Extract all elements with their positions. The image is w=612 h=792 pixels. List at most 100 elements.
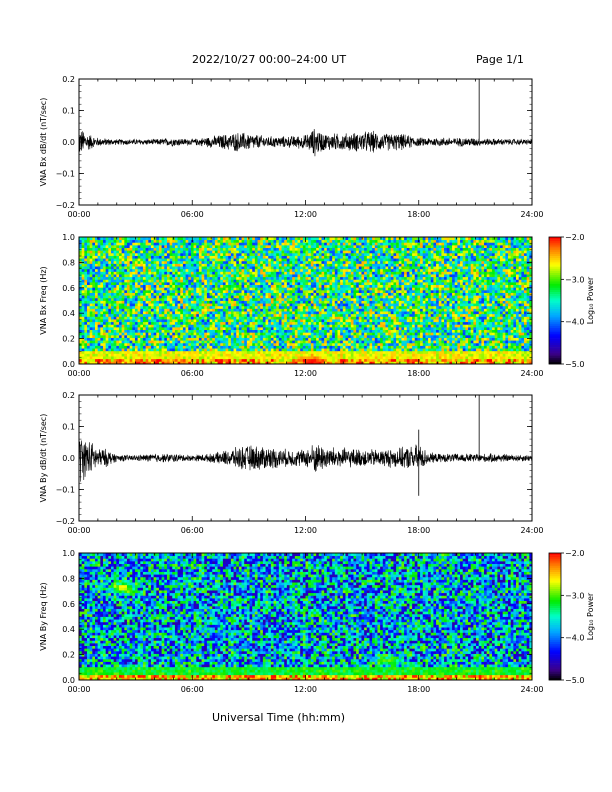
heatmap-cell: [236, 287, 240, 291]
heatmap-cell: [292, 356, 296, 360]
heatmap-cell: [246, 337, 250, 341]
heatmap-cell: [222, 334, 226, 338]
heatmap-cell: [468, 353, 472, 357]
heatmap-cell: [182, 297, 186, 301]
heatmap-cell: [433, 297, 437, 301]
heatmap-cell: [486, 303, 490, 307]
heatmap-cell: [364, 295, 368, 299]
heatmap-cell: [321, 319, 325, 323]
heatmap-cell: [454, 300, 458, 304]
heatmap-cell: [382, 342, 386, 346]
heatmap-cell: [481, 329, 485, 333]
heatmap-cell: [206, 326, 210, 331]
heatmap-cell: [497, 303, 501, 307]
heatmap-cell: [108, 356, 112, 360]
heatmap-cell: [326, 287, 330, 291]
heatmap-cell: [313, 329, 317, 333]
heatmap-cell: [454, 308, 458, 312]
heatmap-cell: [169, 361, 173, 365]
heatmap-cell: [476, 361, 480, 365]
heatmap-cell: [337, 303, 341, 307]
heatmap-cell: [449, 324, 453, 328]
heatmap-cell: [385, 303, 389, 307]
heatmap-cell: [326, 297, 330, 301]
heatmap-cell: [94, 348, 99, 352]
heatmap-cell: [446, 342, 450, 346]
heatmap-cell: [380, 334, 384, 338]
heatmap-cell: [260, 329, 264, 333]
heatmap-cell: [433, 361, 437, 365]
heatmap-cell: [428, 311, 432, 315]
heatmap-cell: [516, 348, 520, 352]
heatmap-cell: [124, 313, 128, 317]
bx-dbdt-panel: 00:00 06:00 12:00 18:00 24:000.20.10.0−0.1−0…: [39, 75, 544, 219]
heatmap-cell: [377, 292, 381, 296]
heatmap-cell: [334, 321, 338, 325]
heatmap-cell: [172, 287, 176, 291]
heatmap-cell: [308, 345, 312, 349]
heatmap-cell: [518, 326, 522, 331]
heatmap-cell: [97, 289, 101, 293]
heatmap-cell: [425, 303, 429, 307]
heatmap-cell: [268, 342, 272, 346]
heatmap-cell: [172, 297, 176, 301]
heatmap-cell: [484, 340, 488, 344]
heatmap-cell: [526, 332, 530, 336]
heatmap-cell: [404, 303, 408, 307]
heatmap-cell: [188, 321, 192, 325]
heatmap-cell: [350, 297, 354, 301]
heatmap-cell: [86, 311, 91, 315]
heatmap-cell: [460, 321, 464, 325]
heatmap-cell: [140, 316, 144, 320]
heatmap-cell: [300, 295, 304, 299]
heatmap-cell: [228, 300, 232, 304]
heatmap-cell: [433, 292, 437, 296]
heatmap-cell: [393, 295, 397, 299]
heatmap-cell: [204, 324, 208, 328]
heatmap-cell: [268, 350, 272, 354]
heatmap-cell: [137, 287, 141, 291]
heatmap-cell: [486, 356, 490, 360]
heatmap-cell: [340, 303, 344, 307]
heatmap-cell: [273, 334, 277, 338]
heatmap-cell: [484, 303, 488, 307]
heatmap-cell: [102, 350, 107, 354]
heatmap-cell: [225, 303, 229, 307]
heatmap-cell: [422, 332, 426, 336]
heatmap-cell: [377, 329, 381, 333]
heatmap-cell: [452, 356, 456, 360]
heatmap-cell: [489, 361, 493, 365]
heatmap-cell: [422, 303, 426, 307]
heatmap-cell: [142, 358, 147, 362]
heatmap-cell: [249, 289, 253, 293]
heatmap-cell: [270, 356, 274, 360]
heatmap-cell: [196, 321, 200, 325]
heatmap-cell: [473, 311, 477, 315]
heatmap-cell: [345, 332, 349, 336]
heatmap-cell: [492, 292, 496, 296]
heatmap-cell: [86, 300, 91, 304]
heatmap-cell: [230, 332, 234, 336]
heatmap-cell: [484, 289, 488, 293]
heatmap-cell: [145, 332, 149, 336]
heatmap-cell: [222, 289, 226, 293]
heatmap-cell: [462, 329, 466, 333]
heatmap-cell: [374, 337, 378, 341]
heatmap-cell: [388, 332, 392, 336]
heatmap-cell: [201, 350, 205, 354]
heatmap-cell: [433, 350, 437, 354]
heatmap-cell: [273, 350, 277, 354]
heatmap-cell: [340, 326, 344, 331]
heatmap-cell: [454, 289, 458, 293]
heatmap-cell: [225, 340, 229, 344]
heatmap-cell: [340, 332, 344, 336]
heatmap-cell: [377, 342, 381, 346]
heatmap-cell: [313, 324, 317, 328]
heatmap-cell: [484, 321, 488, 325]
heatmap-cell: [172, 308, 176, 312]
heatmap-cell: [246, 321, 250, 325]
heatmap-cell: [441, 297, 445, 301]
heatmap-cell: [113, 321, 117, 325]
heatmap-cell: [246, 311, 250, 315]
heatmap-cell: [353, 342, 357, 346]
